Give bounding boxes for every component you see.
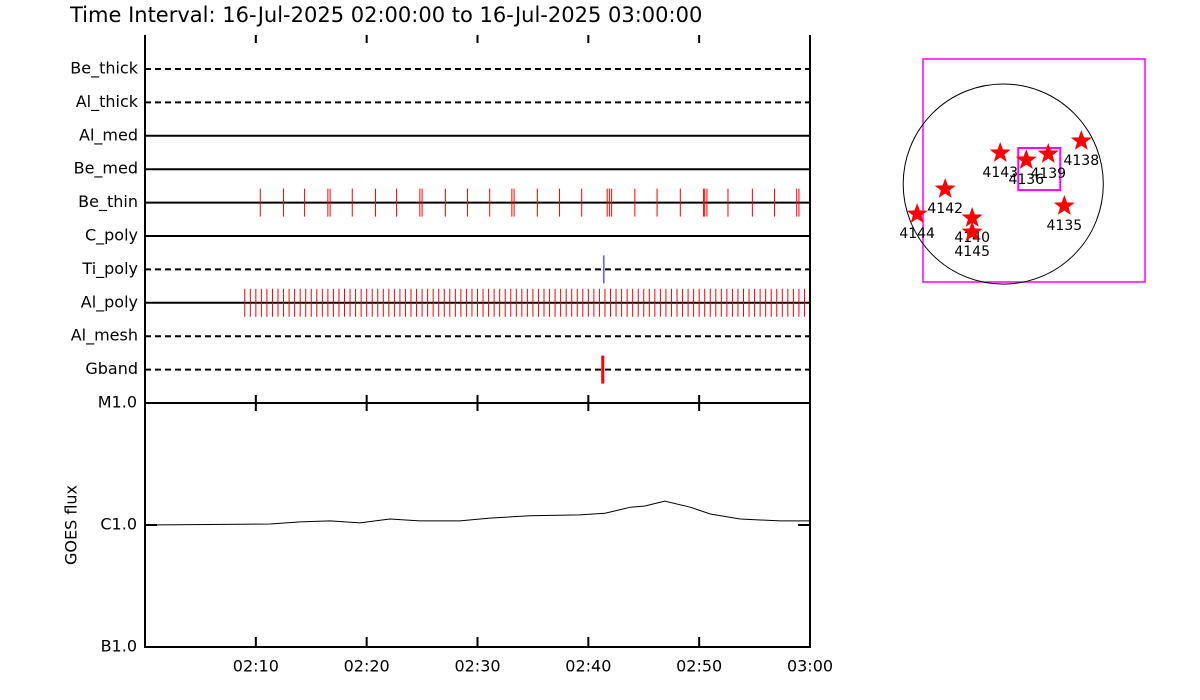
goes-line — [144, 500, 810, 526]
y-axis-title: GOES flux — [62, 485, 81, 565]
region-star — [1015, 149, 1037, 169]
y-tick-label: C1.0 — [100, 515, 137, 534]
region-label: 4138 — [1063, 153, 1099, 169]
channel-label: Be_med — [74, 159, 138, 179]
solar-disk — [902, 83, 1104, 285]
region-star — [961, 207, 983, 227]
region-label: 4142 — [927, 201, 963, 217]
x-tick-label: 02:20 — [344, 657, 390, 676]
x-tick-label: 02:40 — [565, 657, 611, 676]
channel-label: Al_mesh — [71, 326, 138, 346]
x-tick-label: 03:00 — [787, 657, 833, 676]
map-box — [922, 58, 1146, 283]
y-tick-label: M1.0 — [98, 393, 137, 412]
x-tick-label: 02:30 — [454, 657, 500, 676]
channel-label: Be_thin — [78, 192, 138, 212]
channel-label: Be_thick — [70, 59, 138, 79]
region-label: 4136 — [1008, 172, 1044, 188]
fov-box — [1017, 146, 1062, 192]
region-label: 4139 — [1030, 166, 1066, 182]
channel-label: Ti_poly — [81, 259, 138, 279]
region-label: 4144 — [899, 226, 935, 242]
title: Time Interval: 16-Jul-2025 02:00:00 to 1… — [69, 3, 702, 27]
channel-label: Al_poly — [81, 292, 138, 312]
channel-label: Al_med — [79, 125, 138, 145]
channel-label: Gband — [85, 359, 138, 378]
region-star — [1070, 130, 1092, 150]
region-star — [1053, 195, 1075, 215]
x-tick-label: 02:10 — [233, 657, 279, 676]
region-label: 4140 — [954, 230, 990, 246]
region-star — [906, 203, 928, 223]
region-label: 4135 — [1047, 218, 1083, 234]
region-star — [1037, 143, 1059, 163]
region-star — [989, 142, 1011, 162]
channel-label: Al_thick — [76, 92, 139, 112]
channel-label: C_poly — [85, 226, 138, 246]
y-tick-label: B1.0 — [101, 637, 137, 656]
region-star — [961, 221, 983, 241]
region-star — [934, 178, 956, 198]
region-label: 4143 — [982, 165, 1018, 181]
region-label: 4145 — [954, 244, 990, 260]
x-tick-label: 02:50 — [676, 657, 722, 676]
